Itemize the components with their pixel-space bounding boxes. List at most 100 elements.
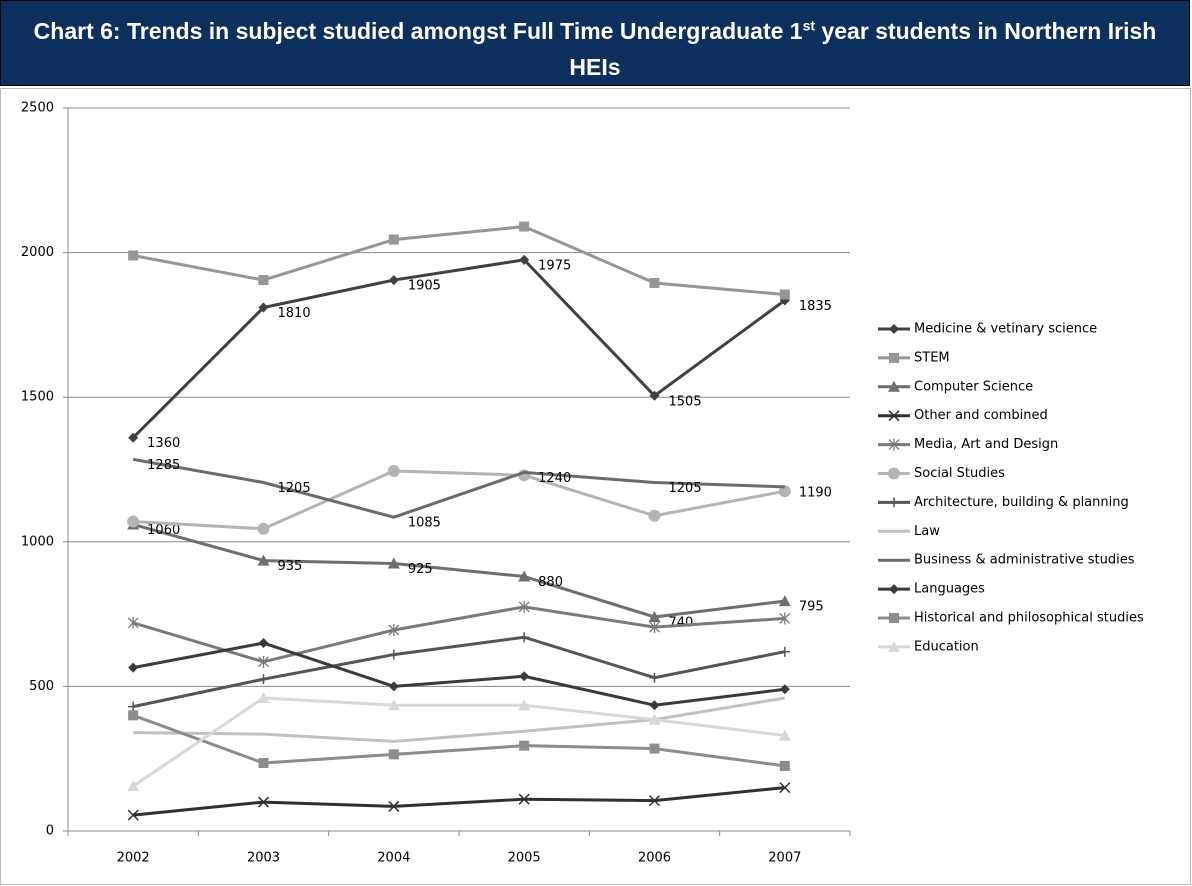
marker [779, 612, 791, 625]
marker [888, 410, 900, 422]
legend-label: STEM [914, 350, 950, 365]
marker [257, 796, 270, 808]
marker [888, 438, 900, 451]
line [132, 605, 785, 664]
legend-label: Media, Art and Design [914, 437, 1058, 452]
marker [888, 467, 900, 480]
y-tick-label: 500 [29, 679, 54, 694]
marker [128, 432, 139, 443]
marker [519, 254, 530, 265]
x-tick-label: 2004 [377, 851, 410, 866]
marker [779, 289, 790, 300]
marker [128, 662, 139, 673]
marker [258, 302, 269, 313]
line [132, 225, 785, 297]
data-label: 740 [669, 615, 694, 630]
y-tick-label: 1000 [21, 534, 54, 549]
y-tick-label: 0 [46, 824, 54, 839]
marker [128, 701, 139, 712]
legend-label: Law [914, 524, 940, 539]
marker [519, 221, 530, 232]
marker [519, 632, 530, 643]
data-label: 1240 [538, 471, 571, 486]
marker [258, 638, 269, 649]
marker [258, 655, 269, 668]
data-label: 1835 [799, 299, 832, 314]
legend-label: Languages [914, 582, 985, 597]
marker [128, 250, 139, 261]
legend-label: Education [914, 639, 979, 654]
marker [257, 691, 270, 703]
data-label: 1360 [147, 436, 180, 451]
line [132, 641, 786, 707]
marker [779, 684, 790, 695]
legend-label: Social Studies [914, 466, 1005, 481]
chart: 0 500 1000 1500 2000 2500 2002 2003 2004 2005 2006… [0, 88, 1191, 885]
marker [519, 740, 530, 751]
marker [128, 710, 139, 721]
line [133, 696, 786, 743]
marker [387, 699, 400, 711]
line [132, 635, 786, 709]
marker [648, 713, 661, 725]
marker [649, 277, 660, 288]
marker [518, 600, 530, 613]
data-label: 1505 [669, 394, 702, 409]
marker [779, 646, 790, 657]
marker [518, 699, 531, 711]
data-label: 1190 [799, 485, 832, 500]
legend-label: Other and combined [914, 408, 1048, 423]
marker [388, 749, 399, 760]
marker [127, 616, 139, 629]
data-label: 1975 [538, 258, 571, 273]
chart-border [0, 88, 1191, 885]
x-tick-label: 2005 [508, 851, 541, 866]
marker [649, 621, 660, 634]
marker [648, 610, 661, 622]
marker [889, 584, 899, 595]
marker [779, 760, 790, 771]
legend-label: Historical and philosophical studies [914, 611, 1144, 626]
line [132, 523, 786, 619]
legend-label: Computer Science [914, 379, 1033, 394]
marker [649, 700, 660, 711]
marker [388, 234, 399, 245]
marker [258, 275, 269, 286]
marker [648, 795, 661, 807]
data-label: 1205 [669, 481, 702, 496]
data-label: 935 [278, 559, 303, 574]
x-tick-label: 2006 [638, 851, 671, 866]
marker [127, 780, 140, 792]
marker [257, 554, 270, 566]
y-tick-label: 2000 [21, 245, 54, 260]
line [132, 258, 786, 439]
marker [258, 758, 269, 769]
data-label: 795 [799, 600, 824, 615]
data-label: 1285 [147, 458, 180, 473]
marker [649, 390, 660, 401]
data-label: 1085 [408, 516, 441, 531]
line [133, 786, 785, 817]
line [132, 696, 786, 788]
marker [778, 595, 791, 607]
y-tick-label: 1500 [21, 390, 54, 405]
marker [388, 275, 399, 286]
marker [888, 640, 900, 652]
marker [889, 352, 899, 363]
marker [889, 324, 899, 334]
legend-label: Business & administrative studies [914, 553, 1135, 568]
legend-label: Architecture, building & planning [914, 495, 1129, 510]
y-tick-label: 2500 [21, 101, 54, 116]
marker [888, 380, 900, 392]
data-label: 925 [408, 562, 433, 577]
marker [387, 464, 400, 477]
marker [257, 522, 270, 535]
title-text: Chart 6: Trends in subject studied among… [33, 18, 803, 44]
marker [127, 809, 139, 821]
title-superscript: st [802, 17, 816, 34]
x-tick-label: 2007 [768, 851, 801, 866]
marker [388, 800, 400, 812]
data-label: 1205 [278, 481, 311, 496]
data-label: 880 [538, 575, 563, 590]
x-tick-label: 2003 [247, 851, 280, 866]
